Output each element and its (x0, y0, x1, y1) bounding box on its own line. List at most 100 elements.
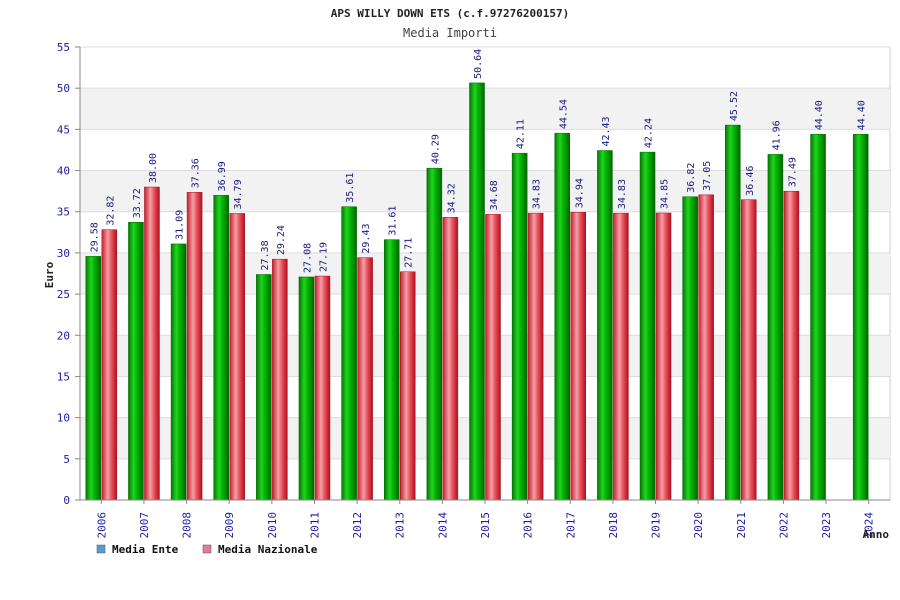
bar-media-nazionale (272, 258, 288, 501)
y-axis-label: Euro (43, 261, 56, 288)
bar-media-ente (298, 276, 315, 501)
data-label: 34.83 (532, 179, 543, 209)
y-tick-label: 20 (57, 329, 70, 342)
data-label: 29.43 (361, 223, 372, 253)
x-axis: 2006 2007 2008 2009 2010 2011 2012 2013 2014 2015… (80, 499, 890, 539)
bar-media-ente (682, 196, 698, 501)
bar-media-ente (597, 150, 613, 501)
bar-media-ente (511, 152, 528, 501)
data-label: 34.79 (233, 179, 244, 209)
data-label: 34.32 (446, 183, 457, 213)
bar-media-nazionale (101, 229, 118, 501)
data-label: 42.24 (644, 118, 655, 148)
x-tick-label: 2021 (735, 512, 748, 539)
bar-media-ente (725, 124, 741, 501)
y-tick-label: 15 (57, 370, 70, 383)
x-tick-label: 2010 (266, 512, 279, 539)
bar-media-nazionale (399, 271, 416, 501)
data-label: 27.38 (260, 240, 271, 270)
bar-media-nazionale (144, 186, 160, 501)
data-label: 44.54 (558, 99, 569, 129)
x-tick-label: 2018 (607, 512, 620, 539)
bar-media-nazionale (186, 192, 203, 501)
bar-media-ente (810, 134, 826, 501)
data-label: 27.19 (318, 242, 329, 272)
x-tick-label: 2006 (95, 512, 108, 539)
bar-media-ente (554, 132, 571, 501)
bar-media-nazionale (741, 199, 757, 501)
grid-band (80, 88, 890, 130)
data-label: 45.52 (729, 91, 740, 121)
data-label: 34.94 (574, 178, 585, 208)
data-label: 27.71 (404, 238, 415, 268)
y-tick-label: 45 (57, 123, 70, 136)
x-tick-label: 2023 (820, 512, 833, 539)
y-tick-label: 55 (57, 41, 70, 54)
bar-media-nazionale (314, 275, 331, 501)
data-label: 27.08 (302, 243, 313, 273)
data-label: 44.40 (814, 100, 825, 130)
y-tick-label: 50 (57, 82, 70, 95)
bar-media-ente (170, 243, 187, 501)
x-tick-label: 2016 (522, 512, 535, 539)
bar-media-ente (469, 82, 485, 501)
bar-media-nazionale (613, 212, 629, 501)
data-label: 34.68 (489, 180, 500, 210)
x-tick-label: 2009 (223, 512, 236, 539)
x-tick-label: 2014 (436, 512, 449, 539)
x-tick-label: 2008 (181, 512, 194, 539)
data-label: 42.43 (601, 116, 612, 146)
data-label: 37.36 (191, 158, 202, 188)
bar-media-nazionale (229, 213, 245, 501)
data-label: 44.40 (857, 100, 868, 130)
data-label: 40.29 (430, 134, 441, 164)
data-label: 38.00 (148, 153, 159, 183)
bar-media-ente (213, 195, 229, 501)
data-label: 36.99 (217, 161, 228, 191)
x-tick-label: 2013 (394, 512, 407, 539)
data-label: 36.82 (686, 163, 697, 193)
bar-media-nazionale (698, 194, 714, 501)
x-tick-label: 2022 (777, 512, 790, 539)
x-tick-label: 2007 (138, 512, 151, 539)
legend-label: Media Nazionale (218, 543, 318, 556)
bar-media-ente (639, 151, 656, 501)
bar-media-nazionale (442, 217, 459, 501)
bar-media-ente (767, 154, 784, 501)
bar-media-ente (256, 274, 272, 501)
y-tick-label: 40 (57, 165, 70, 178)
x-tick-label: 2012 (351, 512, 364, 539)
legend: Media Ente Media Nazionale (96, 543, 318, 556)
bar-media-nazionale (655, 212, 672, 501)
data-label: 37.49 (787, 157, 798, 187)
y-axis: 0 5 10 15 20 25 30 35 40 45 50 55 (57, 41, 81, 507)
bar-media-nazionale (570, 211, 587, 501)
x-tick-label: 2017 (564, 512, 577, 539)
chart-title: APS WILLY DOWN ETS (c.f.97276200157) (331, 7, 569, 20)
data-label: 35.61 (345, 173, 356, 203)
data-label: 31.09 (175, 210, 186, 240)
y-tick-label: 35 (57, 206, 70, 219)
legend-swatch (96, 544, 106, 554)
data-label: 33.72 (132, 188, 143, 218)
data-label: 36.46 (745, 166, 756, 196)
data-label: 37.05 (702, 161, 713, 191)
bar-media-ente (341, 206, 357, 501)
bar-media-nazionale (485, 214, 501, 501)
y-tick-label: 10 (57, 412, 70, 425)
y-tick-label: 30 (57, 247, 70, 260)
data-label: 32.82 (105, 196, 116, 226)
data-label: 31.61 (388, 206, 399, 236)
bar-media-nazionale (783, 190, 800, 501)
data-label: 34.85 (660, 179, 671, 209)
data-label: 41.96 (771, 120, 782, 150)
data-label: 29.24 (276, 225, 287, 255)
bar-media-nazionale (527, 212, 544, 501)
x-tick-label: 2011 (308, 512, 321, 539)
x-axis-label: Anno (863, 528, 890, 541)
bar-media-ente (852, 134, 869, 501)
bar-media-nazionale (357, 257, 373, 501)
data-label: 29.58 (89, 222, 100, 252)
x-tick-label: 2019 (650, 512, 663, 539)
